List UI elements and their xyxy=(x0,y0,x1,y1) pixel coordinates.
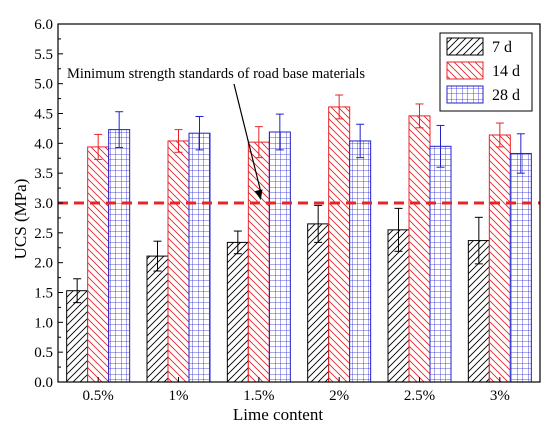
bar xyxy=(188,132,211,383)
legend-label: 7 d xyxy=(492,39,512,56)
bar xyxy=(488,134,511,383)
y-tick-label: 1.5 xyxy=(34,286,53,302)
y-tick-label: 3.0 xyxy=(34,196,53,212)
legend-swatch xyxy=(446,61,484,80)
bar xyxy=(349,140,372,383)
bar xyxy=(146,255,169,383)
bar xyxy=(167,140,190,383)
bar xyxy=(307,223,330,383)
annotation-arrow-head xyxy=(254,189,263,200)
annotation-text: Minimum strength standards of road base … xyxy=(67,66,365,82)
annotation-arrow-shaft xyxy=(233,83,262,193)
bar xyxy=(226,241,249,383)
bar xyxy=(108,129,131,383)
annotation: Minimum strength standards of road base … xyxy=(67,66,365,200)
bar xyxy=(408,115,431,383)
legend-swatch xyxy=(446,85,484,104)
x-tick-label: 1.5% xyxy=(243,388,274,404)
y-tick-label: 4.5 xyxy=(34,107,53,123)
bar xyxy=(268,131,291,383)
legend: 7 d 14 d 28 d xyxy=(439,32,533,112)
bar xyxy=(429,145,452,383)
legend-label: 14 d xyxy=(492,63,520,80)
bars-layer xyxy=(66,94,532,383)
y-tick-label: 0.0 xyxy=(34,375,53,391)
y-tick-label: 4.0 xyxy=(34,136,53,152)
bar xyxy=(328,106,351,383)
x-tick-label: 0.5% xyxy=(83,388,114,404)
x-tick-label: 2.5% xyxy=(404,388,435,404)
x-tick-label: 3% xyxy=(490,388,510,404)
y-tick-label: 1.0 xyxy=(34,315,53,331)
y-tick-label: 5.5 xyxy=(34,47,53,63)
bar xyxy=(387,229,410,383)
y-tick-label: 3.5 xyxy=(34,166,53,182)
bar xyxy=(87,146,110,383)
y-tick-label: 0.5 xyxy=(34,345,53,361)
x-tick-label: 2% xyxy=(329,388,349,404)
x-tick-label: 1% xyxy=(169,388,189,404)
y-tick-label: 6.0 xyxy=(34,17,53,33)
y-tick-label: 2.5 xyxy=(34,226,53,242)
y-tick-label: 2.0 xyxy=(34,256,53,272)
bar xyxy=(66,290,89,383)
ticks-layer: 0.0 0.5 1.0 1.5 2.0 2.5 3.0 3.5 4.0 4.5 5.0 5.5 6.0 0… xyxy=(34,17,510,404)
legend-swatch xyxy=(446,37,484,56)
bar xyxy=(509,152,532,383)
legend-label: 28 d xyxy=(492,87,520,104)
bar xyxy=(247,141,270,383)
y-tick-label: 5.0 xyxy=(34,77,53,93)
x-axis-title: Lime content xyxy=(233,405,323,424)
y-axis-title: UCS (MPa) xyxy=(11,179,30,260)
